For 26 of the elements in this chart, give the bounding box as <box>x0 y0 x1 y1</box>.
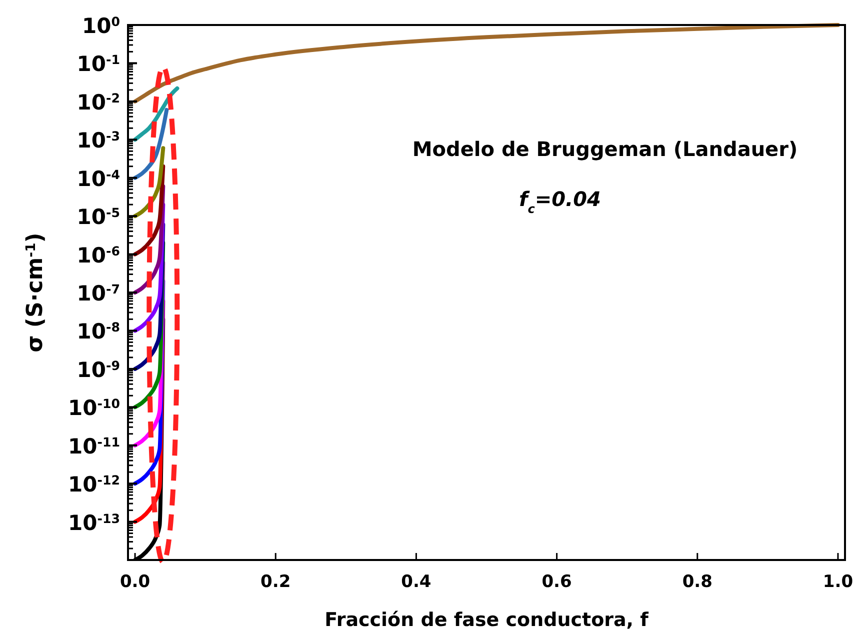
y-tick-label: 10$^{0}$ <box>82 14 120 38</box>
x-tick-label: 0.4 <box>401 572 432 592</box>
line-series <box>133 108 169 180</box>
x-tick-label: 0.0 <box>120 572 150 592</box>
y-tick-label: 10$^{-5}$ <box>76 204 120 230</box>
x-tick-label: 0.2 <box>260 572 291 592</box>
y-tick-label: 10$^{-7}$ <box>76 281 120 306</box>
y-tick-label: 10$^{-9}$ <box>76 357 120 382</box>
y-tick-label: 10$^{-12}$ <box>68 472 120 497</box>
line-series <box>133 164 166 256</box>
annotation: Modelo de Bruggeman (Landauer) <box>412 137 798 161</box>
x-tick-label: 0.6 <box>542 572 572 592</box>
y-tick-label: 10$^{-4}$ <box>76 166 120 191</box>
y-tick-label: 10$^{-2}$ <box>76 90 120 114</box>
y-tick-label: 10$^{-10}$ <box>68 396 120 420</box>
y-tick-label: 10$^{-13}$ <box>68 510 120 535</box>
x-tick-label: 1.0 <box>822 572 854 592</box>
y-tick-label: 10$^{-1}$ <box>76 52 120 76</box>
line-series <box>133 23 840 104</box>
y-tick-label: 10$^{-3}$ <box>76 128 120 153</box>
x-tick-label: 0.8 <box>682 572 712 592</box>
y-tick-label: 10$^{-6}$ <box>76 242 120 268</box>
x-axis-title: Fracción de fase conductora, f <box>324 609 650 631</box>
y-tick-label: 10$^{-11}$ <box>68 434 120 458</box>
annotation: f$_{c}$=0.04 <box>519 187 601 216</box>
y-tick-label: 10$^{-8}$ <box>76 319 120 344</box>
